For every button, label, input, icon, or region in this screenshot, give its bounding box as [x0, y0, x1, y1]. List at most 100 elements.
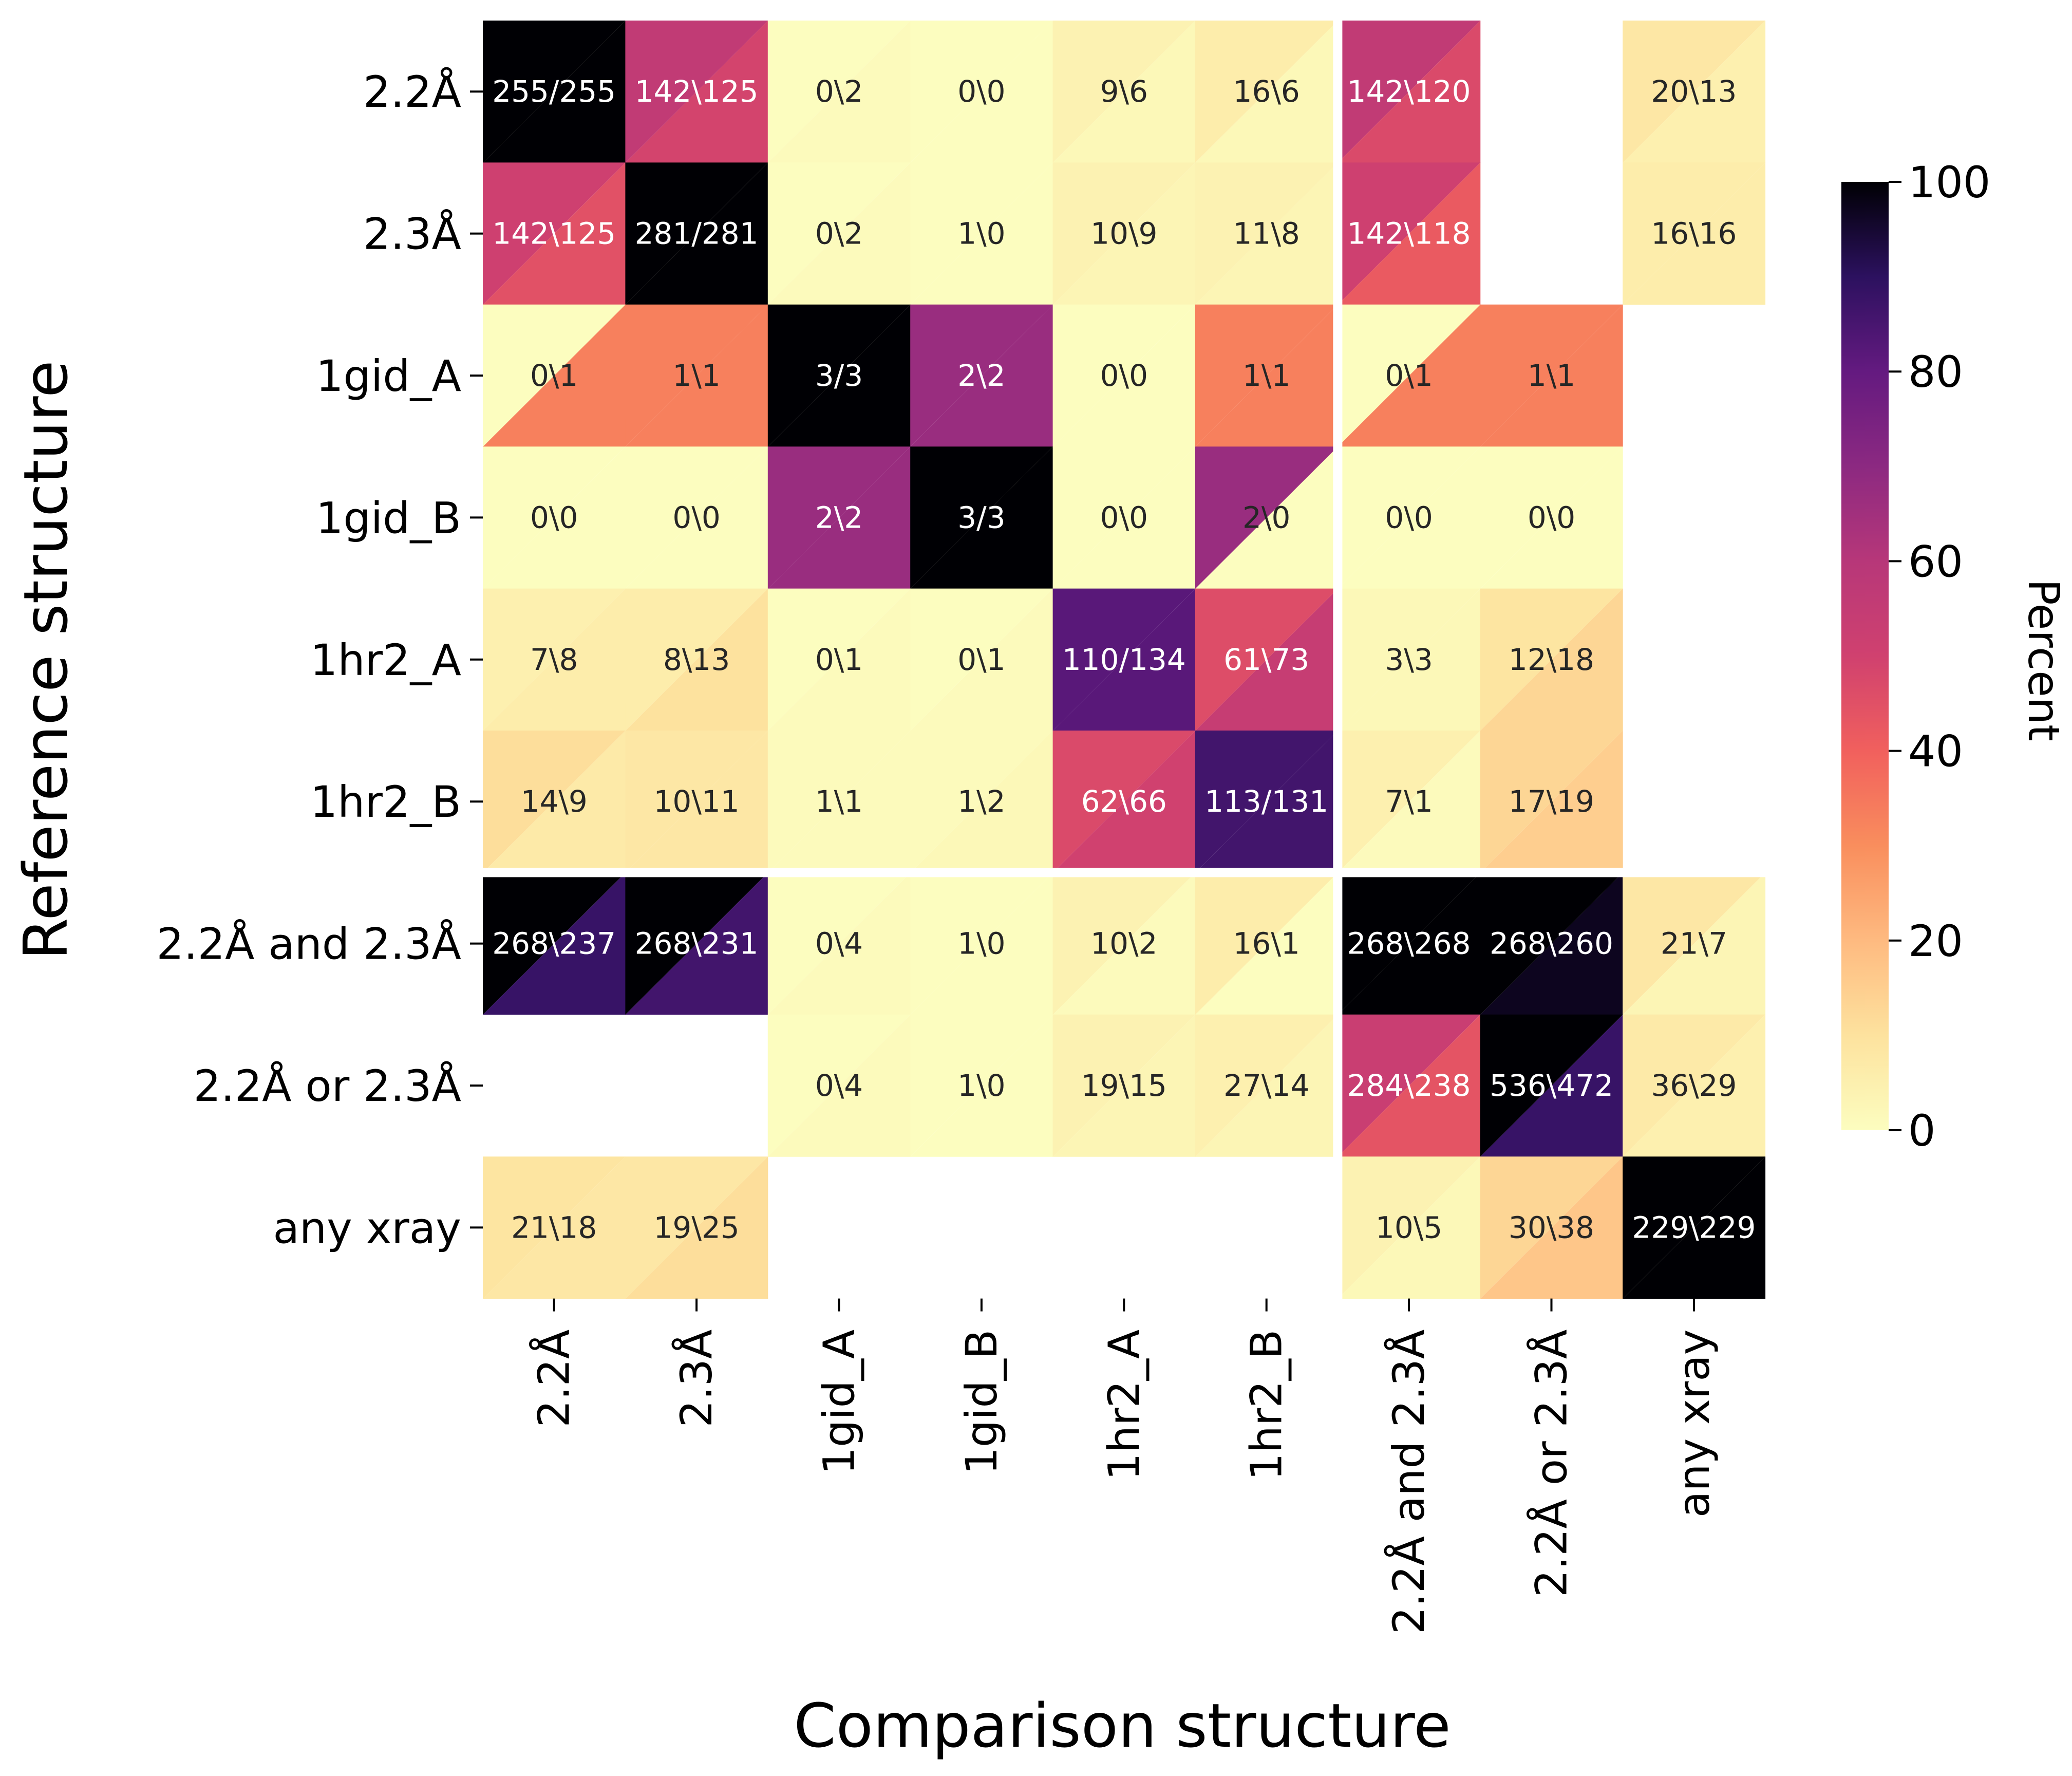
cell-upper-triangle — [1480, 1156, 1623, 1299]
cell-value-label: 1\0 — [957, 1068, 1005, 1103]
y-tick-label: 2.2Å or 2.3Å — [194, 1060, 461, 1111]
cell-lower-triangle — [1338, 731, 1481, 873]
cell-value-label: 21\18 — [511, 1210, 597, 1245]
cell-lower-triangle — [625, 731, 768, 873]
colorbar-label: Percent — [2019, 579, 2069, 741]
x-tick-label: 1gid_B — [956, 1330, 1007, 1475]
colorbar-tick-label: 80 — [1908, 347, 1963, 397]
cell-upper-triangle — [625, 1156, 768, 1299]
cell-value-label: 10\9 — [1090, 216, 1157, 251]
cell-value-label: 0\0 — [957, 74, 1005, 109]
cell-upper-triangle — [1195, 446, 1338, 589]
heatmap-cell-labels: 255/255 142\125 0\2 0\0 9\6 16\6 142\120 20\13 1… — [492, 74, 1756, 1245]
cell-lower-triangle — [483, 162, 626, 305]
cell-value-label: 1\1 — [815, 784, 863, 819]
cell-upper-triangle — [1623, 21, 1766, 163]
cell-upper-triangle — [767, 446, 911, 589]
cell-value-label: 536\472 — [1490, 1068, 1613, 1103]
cell-value-label: 0\1 — [957, 642, 1005, 677]
cell-upper-triangle — [767, 588, 911, 731]
cell-value-label: 1\0 — [957, 216, 1005, 251]
cell-upper-triangle — [483, 446, 626, 589]
y-tick-label: any xray — [273, 1203, 461, 1253]
cell-value-label: 2\2 — [815, 500, 863, 535]
cell-value-label: 142\120 — [1347, 74, 1471, 109]
cell-value-label: 268\268 — [1347, 926, 1471, 961]
cell-lower-triangle — [767, 1014, 911, 1157]
cell-upper-triangle — [767, 731, 911, 873]
cell-lower-triangle — [1480, 304, 1623, 447]
x-tick-label: 1hr2_B — [1241, 1330, 1292, 1481]
cell-lower-triangle — [483, 446, 626, 589]
cell-upper-triangle — [1480, 588, 1623, 731]
cell-upper-triangle — [1195, 162, 1338, 305]
y-axis-title: Reference structure — [10, 360, 81, 960]
cell-value-label: 16\1 — [1233, 926, 1300, 961]
cell-value-label: 0\1 — [1385, 358, 1433, 393]
colorbar-tick-label: 40 — [1908, 726, 1963, 777]
cell-value-label: 3/3 — [957, 500, 1005, 535]
cell-lower-triangle — [767, 304, 911, 447]
cell-upper-triangle — [1195, 731, 1338, 873]
cell-value-label: 2\2 — [957, 358, 1005, 393]
cell-value-label: 113/131 — [1204, 784, 1328, 819]
cell-upper-triangle — [910, 588, 1053, 731]
cell-lower-triangle — [767, 162, 911, 305]
cell-lower-triangle — [625, 446, 768, 589]
cell-value-label: 0\1 — [530, 358, 578, 393]
cell-lower-triangle — [1338, 1014, 1481, 1157]
x-tick-label: 2.2Å — [529, 1330, 579, 1428]
x-tick-label: 1hr2_A — [1099, 1330, 1149, 1481]
x-axis-ticks: 2.2Å 2.3Å 1gid_A 1gid_B 1hr2_A 1hr2_B 2.2Å and… — [529, 1298, 1719, 1635]
cell-value-label: 0\2 — [815, 216, 863, 251]
x-tick-label: 2.2Å or 2.3Å — [1526, 1330, 1577, 1597]
cell-lower-triangle — [483, 588, 626, 731]
cell-upper-triangle — [483, 162, 626, 305]
colorbar-tick-label: 20 — [1908, 916, 1963, 966]
cell-lower-triangle — [1623, 21, 1766, 163]
cell-lower-triangle — [1623, 162, 1766, 305]
horizontal-separator — [482, 868, 1766, 877]
cell-upper-triangle — [1052, 446, 1196, 589]
cell-lower-triangle — [1052, 872, 1196, 1015]
y-tick-label: 1hr2_B — [310, 777, 461, 827]
cell-lower-triangle — [1195, 21, 1338, 163]
x-axis-title: Comparison structure — [794, 1690, 1451, 1761]
cell-value-label: 268\231 — [635, 926, 759, 961]
cell-lower-triangle — [483, 872, 626, 1015]
cell-value-label: 19\25 — [654, 1210, 740, 1245]
cell-value-label: 268\237 — [492, 926, 616, 961]
y-axis-ticks: 2.2Å 2.3Å 1gid_A 1gid_B 1hr2_A 1hr2_B 2.2Å and… — [156, 66, 483, 1253]
cell-value-label: 62\66 — [1081, 784, 1167, 819]
cell-lower-triangle — [1338, 304, 1481, 447]
cell-value-label: 2\0 — [1242, 500, 1290, 535]
cell-lower-triangle — [910, 1014, 1053, 1157]
cell-lower-triangle — [1195, 162, 1338, 305]
cell-upper-triangle — [767, 162, 911, 305]
cell-value-label: 10\5 — [1376, 1210, 1442, 1245]
cell-value-label: 229\229 — [1632, 1210, 1756, 1245]
cell-lower-triangle — [910, 21, 1053, 163]
cell-value-label: 1\2 — [957, 784, 1005, 819]
cell-value-label: 142\125 — [492, 216, 616, 251]
cell-lower-triangle — [1195, 304, 1338, 447]
cell-upper-triangle — [1052, 731, 1196, 873]
cell-lower-triangle — [1195, 731, 1338, 873]
cell-value-label: 30\38 — [1509, 1210, 1594, 1245]
x-tick-label: 2.2Å and 2.3Å — [1383, 1330, 1434, 1635]
cell-upper-triangle — [767, 872, 911, 1015]
colorbar-tick-label: 100 — [1908, 157, 1990, 208]
vertical-separator — [1333, 20, 1343, 1300]
cell-upper-triangle — [1338, 731, 1481, 873]
y-tick-label: 2.3Å — [363, 209, 461, 259]
cell-lower-triangle — [767, 872, 911, 1015]
cell-lower-triangle — [1052, 162, 1196, 305]
cell-value-label: 0\0 — [1100, 358, 1148, 393]
cell-lower-triangle — [1480, 872, 1623, 1015]
cell-upper-triangle — [1052, 162, 1196, 305]
cell-lower-triangle — [625, 872, 768, 1015]
cell-lower-triangle — [1052, 588, 1196, 731]
cell-lower-triangle — [1052, 304, 1196, 447]
cell-lower-triangle — [625, 588, 768, 731]
cell-upper-triangle — [625, 446, 768, 589]
